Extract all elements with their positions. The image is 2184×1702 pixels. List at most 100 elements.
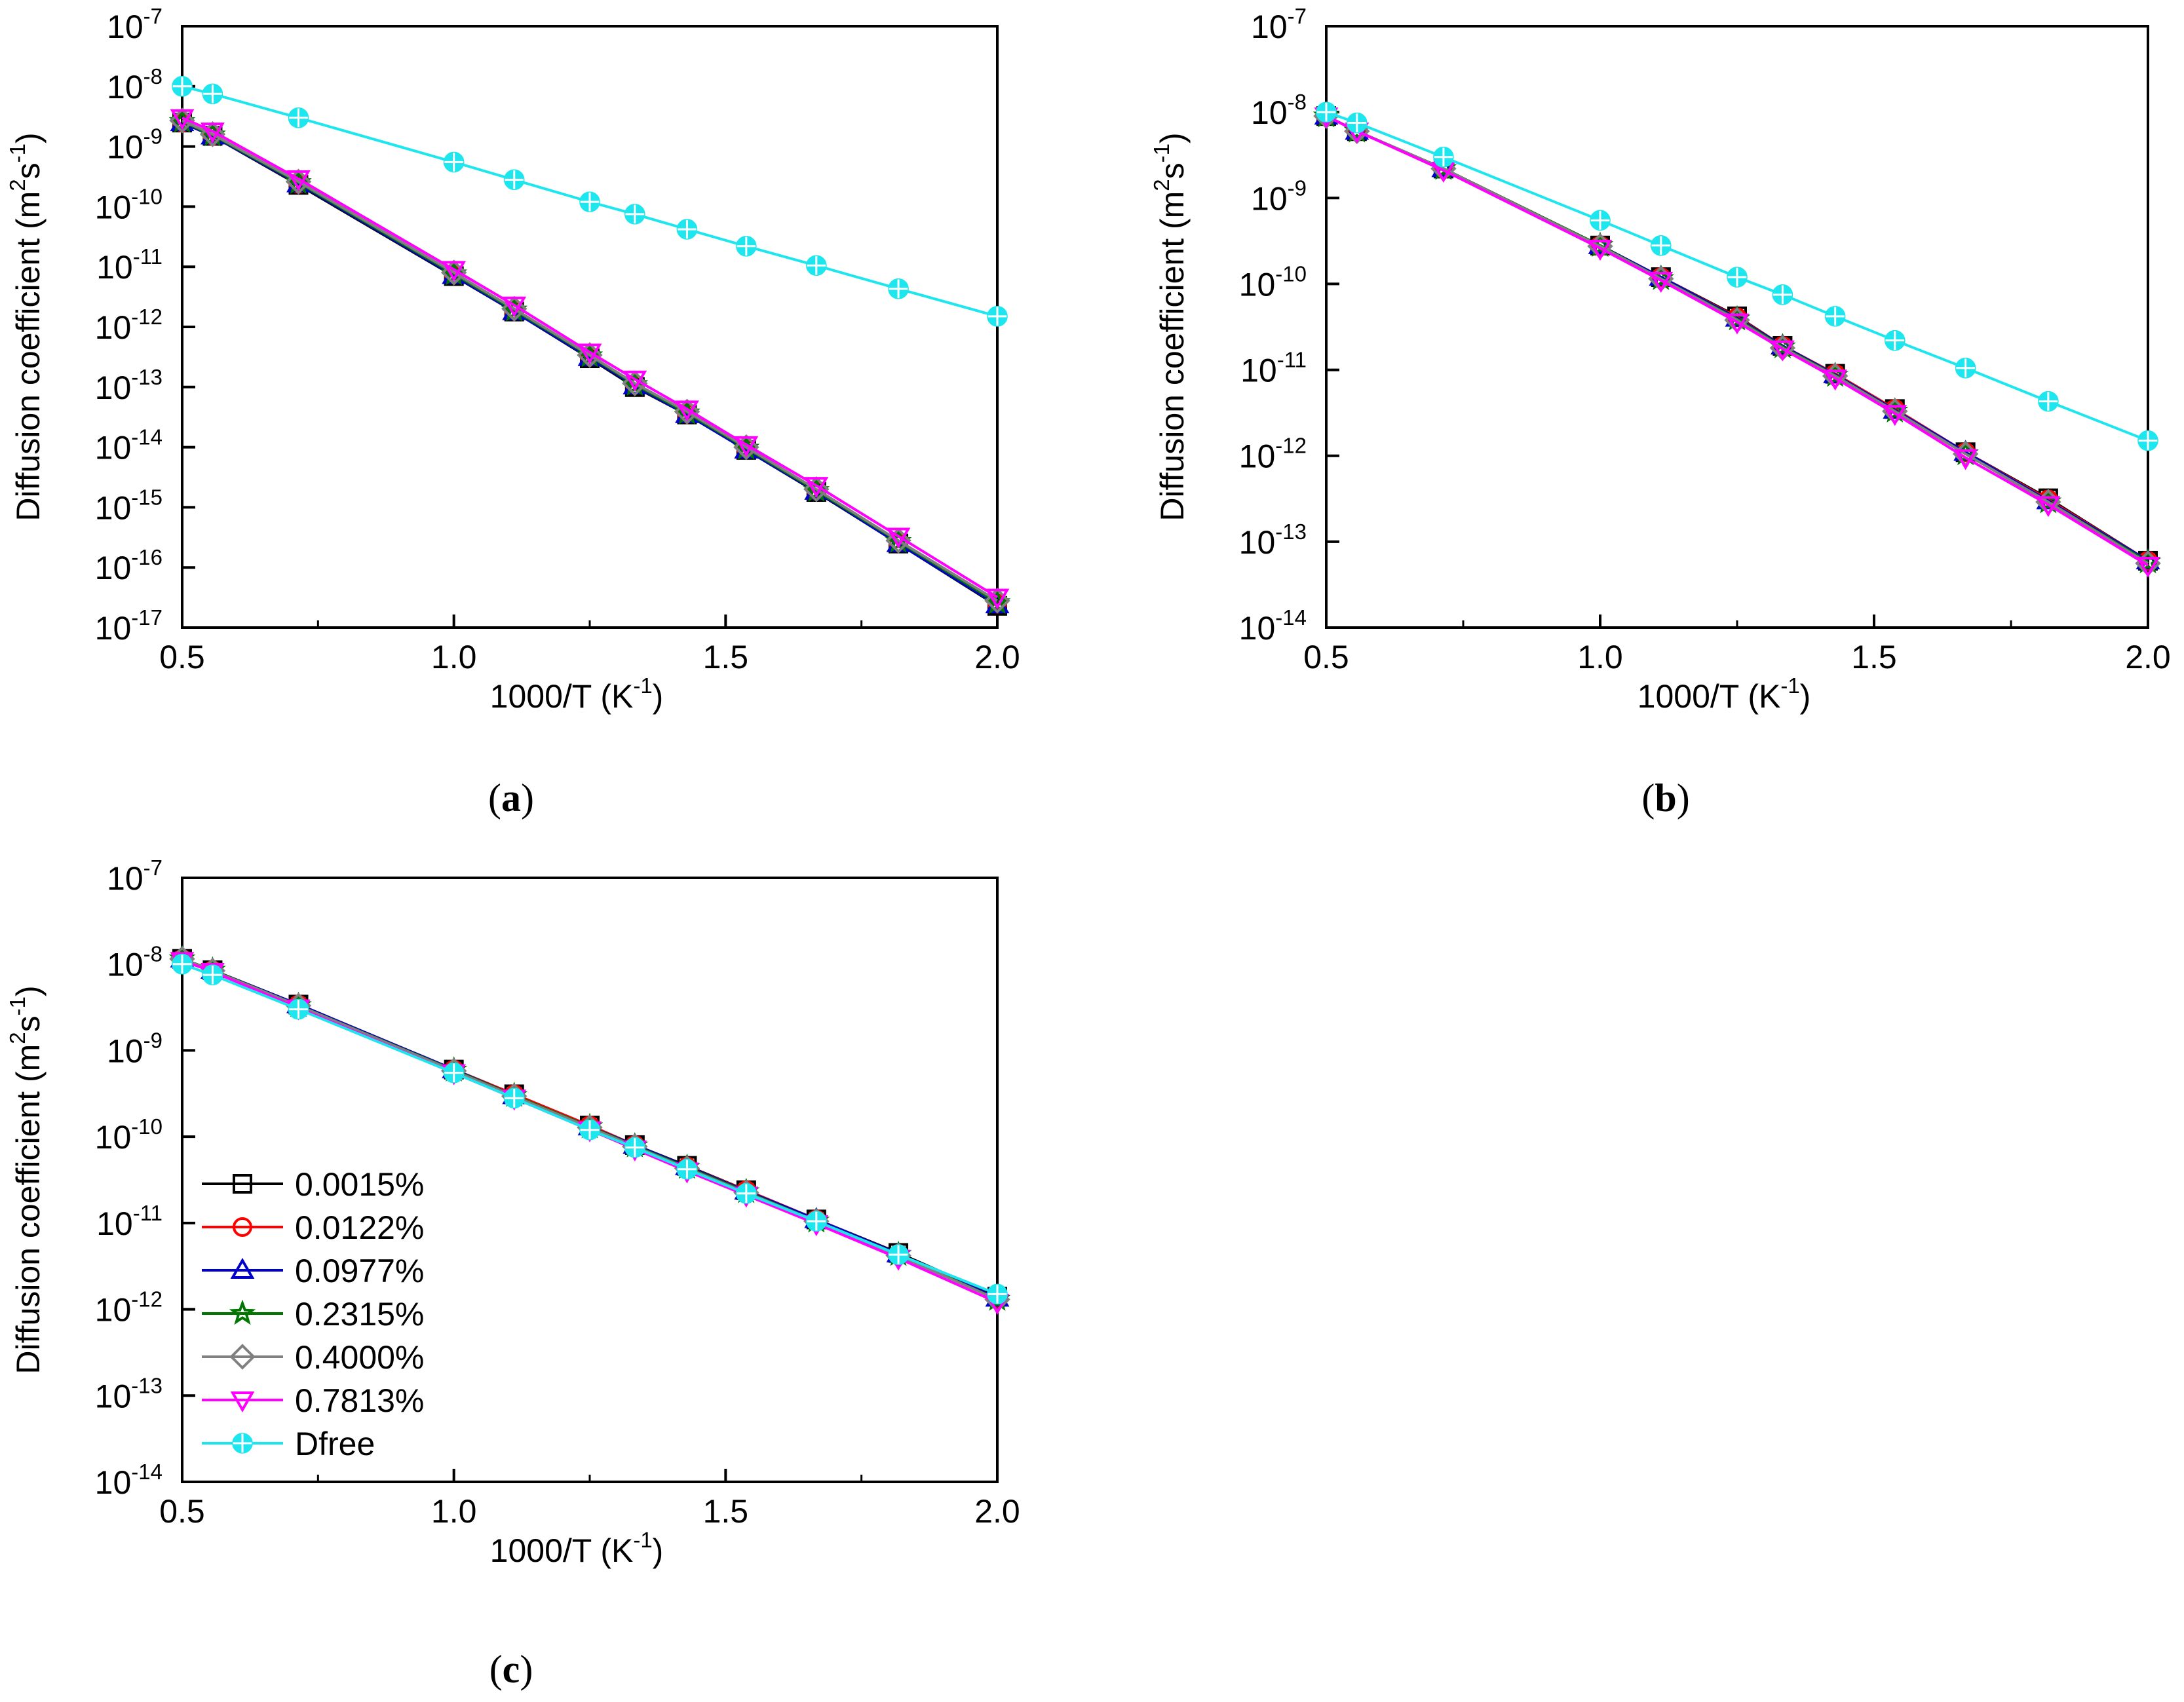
data-point (676, 219, 698, 240)
chart-panel-c: 0.5 1.0 1.5 2.0 10-14 10-13 10-12 10-11 10-10 10-… (5, 856, 1020, 1691)
y-axis-label: Diffusion coefficient (m2s-1) (5, 985, 47, 1374)
data-point (1727, 267, 1748, 288)
chart-panel-a: 0.5 1.0 1.5 2.0 10-17 10-16 10-15 10-14 10-13 10-… (5, 4, 1020, 820)
legend-marker (229, 1344, 256, 1370)
y-tick-label: 10-7 (1251, 4, 1307, 45)
y-axis-label: Diffusion coefficient (m2s-1) (1149, 132, 1191, 521)
data-point (806, 255, 827, 276)
data-point (1772, 284, 1793, 305)
legend-label: 0.0122% (295, 1209, 424, 1246)
series-line (1326, 111, 2149, 442)
data-point (201, 123, 225, 144)
y-tick-label: 10-7 (107, 4, 163, 45)
series-Dfree (172, 76, 1008, 327)
chart-panel-b: 0.5 1.0 1.5 2.0 10-14 10-13 10-12 10-11 10-10 10-… (1149, 4, 2171, 820)
data-point (442, 261, 467, 282)
x-tick-label: 1.0 (431, 1493, 477, 1530)
legend-label: 0.4000% (295, 1339, 424, 1376)
y-tick-label: 10-17 (95, 605, 163, 647)
data-point (1884, 330, 1906, 351)
legend-entry: 0.0977% (202, 1253, 424, 1289)
y-tick-label: 10-8 (107, 942, 163, 983)
data-point (172, 953, 193, 975)
legend-marker (233, 1217, 252, 1237)
y-tick-label: 10-8 (107, 64, 163, 105)
data-point (624, 204, 645, 225)
x-tick-label: 1.5 (703, 1493, 749, 1530)
data-point (2036, 496, 2061, 518)
data-point (579, 191, 600, 212)
data-point (736, 1182, 757, 1204)
data-point (987, 1283, 1008, 1305)
data-point (288, 107, 309, 128)
legend-label: Dfree (295, 1426, 375, 1462)
data-point (579, 1119, 600, 1141)
data-point (502, 296, 527, 318)
series-Dfree (172, 953, 1008, 1305)
x-tick-label: 2.0 (2125, 639, 2171, 675)
series-Dfree (1316, 102, 2158, 451)
series-line (182, 962, 998, 1296)
y-tick-label: 10-9 (107, 124, 163, 166)
x-axis-label: 1000/T (K-1) (490, 1528, 664, 1569)
data-point (1316, 102, 1337, 123)
y-tick-label: 10-14 (95, 425, 163, 466)
data-point (1649, 271, 1674, 293)
series-line (1326, 115, 2149, 563)
data-point (676, 1158, 698, 1180)
series-line (182, 85, 998, 318)
series-line (182, 116, 999, 599)
y-tick-label: 10-15 (95, 485, 163, 526)
data-point (503, 1087, 525, 1109)
data-point (803, 476, 830, 502)
data-point (1824, 306, 1846, 327)
legend-entry: 0.2315% (202, 1296, 424, 1333)
x-tick-label: 0.5 (159, 1493, 205, 1530)
y-tick-label: 10-11 (96, 1201, 163, 1242)
series-07813 (170, 109, 1010, 610)
series-line (1326, 115, 2149, 567)
y-tick-label: 10-11 (96, 244, 163, 286)
data-point (888, 278, 909, 299)
data-point (734, 436, 759, 457)
y-tick-label: 10-7 (107, 856, 163, 897)
y-axis-label: Diffusion coefficient (m2s-1) (5, 132, 47, 521)
data-point (623, 370, 647, 392)
x-tick-label: 1.0 (431, 639, 477, 675)
x-axis-label: 1000/T (K-1) (1638, 673, 1811, 715)
y-tick-label: 10-9 (107, 1028, 163, 1069)
y-tick-label: 10-9 (1251, 176, 1307, 217)
data-point (1590, 210, 1611, 231)
data-point (985, 588, 1010, 610)
data-point (624, 1137, 645, 1158)
data-point (2137, 430, 2158, 451)
data-point (1347, 112, 1368, 134)
x-tick-label: 2.0 (974, 639, 1020, 675)
legend-marker (232, 1433, 253, 1454)
legend-label: 0.7813% (295, 1382, 424, 1419)
data-point (987, 306, 1008, 327)
series-line (1326, 115, 2149, 562)
data-point (622, 370, 648, 396)
x-tick-label: 0.5 (1303, 639, 1349, 675)
data-point (288, 998, 309, 1020)
series-line (1326, 115, 2149, 562)
y-tick-label: 10-10 (95, 184, 163, 225)
y-tick-label: 10-10 (1239, 261, 1307, 303)
y-tick-label: 10-12 (95, 1287, 163, 1329)
legend: 0.0015% 0.0122% 0.0977% 0.2315% 0.4000% 0.781… (202, 1166, 424, 1462)
data-point (202, 964, 223, 985)
data-point (1770, 340, 1795, 362)
y-tick-label: 10-13 (1239, 520, 1307, 561)
y-tick-label: 10-16 (95, 545, 163, 586)
data-point (170, 109, 195, 130)
data-point (202, 83, 223, 105)
x-tick-label: 1.0 (1577, 639, 1623, 675)
data-point (984, 588, 1010, 614)
legend-entry: Dfree (202, 1426, 375, 1462)
legend-entry: 0.0122% (202, 1209, 424, 1246)
panel-caption: (a) (488, 776, 534, 820)
x-axis-label: 1000/T (K-1) (490, 673, 664, 715)
legend-marker (233, 1174, 252, 1194)
